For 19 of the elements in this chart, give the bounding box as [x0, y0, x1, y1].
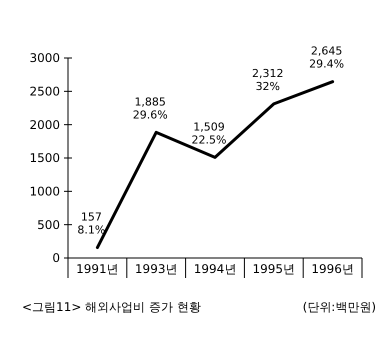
data-label: 2,645 29.4%	[309, 44, 344, 71]
text: <그림11> 해외사업비 증가 현황	[22, 300, 201, 314]
y-tick-label: 2000	[29, 118, 60, 132]
y-tick-label: 2500	[29, 84, 60, 99]
x-tick-label: 1994년	[194, 262, 236, 276]
data-label: 1,885 29.6%	[132, 95, 168, 122]
x-tick-label: 1991년	[76, 262, 119, 276]
y-tick-label: 3000	[29, 51, 60, 66]
data-label: 1,509 22.5%	[192, 120, 226, 146]
x-tick-label: 1996년	[311, 262, 354, 276]
y-tick-label: 1000	[29, 184, 60, 199]
data-label: 2,312 32%	[252, 66, 284, 93]
y-tick-label: 1500	[29, 151, 60, 166]
y-tick-label: 500	[37, 218, 60, 232]
text: (단위:백만원)	[302, 300, 376, 314]
x-tick-label: 1993년	[134, 262, 178, 276]
y-tick-label: 0	[52, 251, 60, 266]
x-tick-label: 1995년	[252, 262, 296, 276]
data-label: 157 8.1%	[77, 210, 106, 237]
